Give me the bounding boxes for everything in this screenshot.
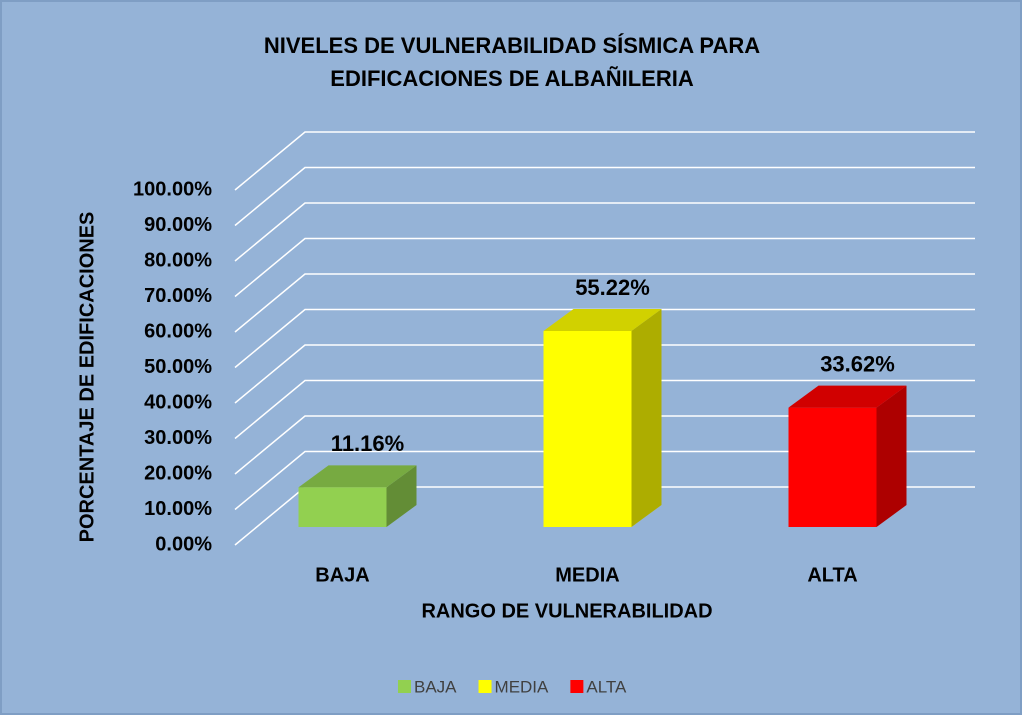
bar-side-shade <box>386 465 417 527</box>
bar-top <box>788 385 907 408</box>
data-label: 11.16% <box>331 431 404 456</box>
legend-label: ALTA <box>586 677 627 696</box>
bar-front <box>543 330 632 527</box>
bar <box>298 465 417 527</box>
grid-line <box>234 273 975 333</box>
x-axis-label: RANGO DE VULNERABILIDAD <box>421 600 712 622</box>
y-tick-label: 60.00% <box>144 320 212 342</box>
legend-label: MEDIA <box>495 677 550 696</box>
y-tick-label: 10.00% <box>144 498 212 520</box>
y-tick-label: 80.00% <box>144 249 212 271</box>
bar <box>543 308 662 527</box>
data-label: 33.62% <box>820 351 895 376</box>
legend-swatch <box>570 680 584 693</box>
bar-side <box>631 308 662 527</box>
grid-line <box>234 379 975 440</box>
y-tick-label: 70.00% <box>144 285 212 307</box>
y-tick-label: 50.00% <box>144 356 212 378</box>
bar-side <box>876 385 907 527</box>
grid-line <box>234 237 975 298</box>
grid-line <box>234 166 975 227</box>
data-label: 55.22% <box>575 275 650 300</box>
grid-line <box>234 308 975 369</box>
x-tick-label: BAJA <box>315 564 369 586</box>
bar-top-shade <box>788 385 907 408</box>
bar-front <box>788 407 877 527</box>
y-tick-label: 100.00% <box>133 178 212 200</box>
chart-title: EDIFICACIONES DE ALBAÑILERIA <box>330 66 694 91</box>
y-tick-label: 40.00% <box>144 391 212 413</box>
bar-top <box>543 308 662 331</box>
bar-top-shade <box>543 308 662 331</box>
bar-side-shade <box>631 308 662 527</box>
bar-top <box>298 465 417 488</box>
grid-line <box>234 202 975 262</box>
bar-side <box>386 465 417 527</box>
grid-line <box>234 450 975 511</box>
x-tick-label: ALTA <box>807 564 857 586</box>
legend-swatch <box>398 680 411 693</box>
legend-swatch <box>478 680 492 693</box>
y-tick-label: 30.00% <box>144 427 212 449</box>
bar-top-shade <box>298 465 417 488</box>
bar <box>788 385 907 527</box>
grid-line <box>234 131 975 191</box>
bar-side-shade <box>876 385 907 527</box>
grid-line <box>234 344 975 404</box>
legend-label: BAJA <box>414 677 457 696</box>
chart-title: NIVELES DE VULNERABILIDAD SÍSMICA PARA <box>264 33 760 58</box>
y-axis-label: PORCENTAJE DE EDIFICACIONES <box>76 212 98 543</box>
y-tick-label: 90.00% <box>144 214 212 236</box>
bar-front <box>298 487 387 527</box>
y-tick-label: 0.00% <box>155 533 212 555</box>
grid-line <box>234 415 975 475</box>
y-tick-label: 20.00% <box>144 462 212 484</box>
x-tick-label: MEDIA <box>555 564 619 586</box>
